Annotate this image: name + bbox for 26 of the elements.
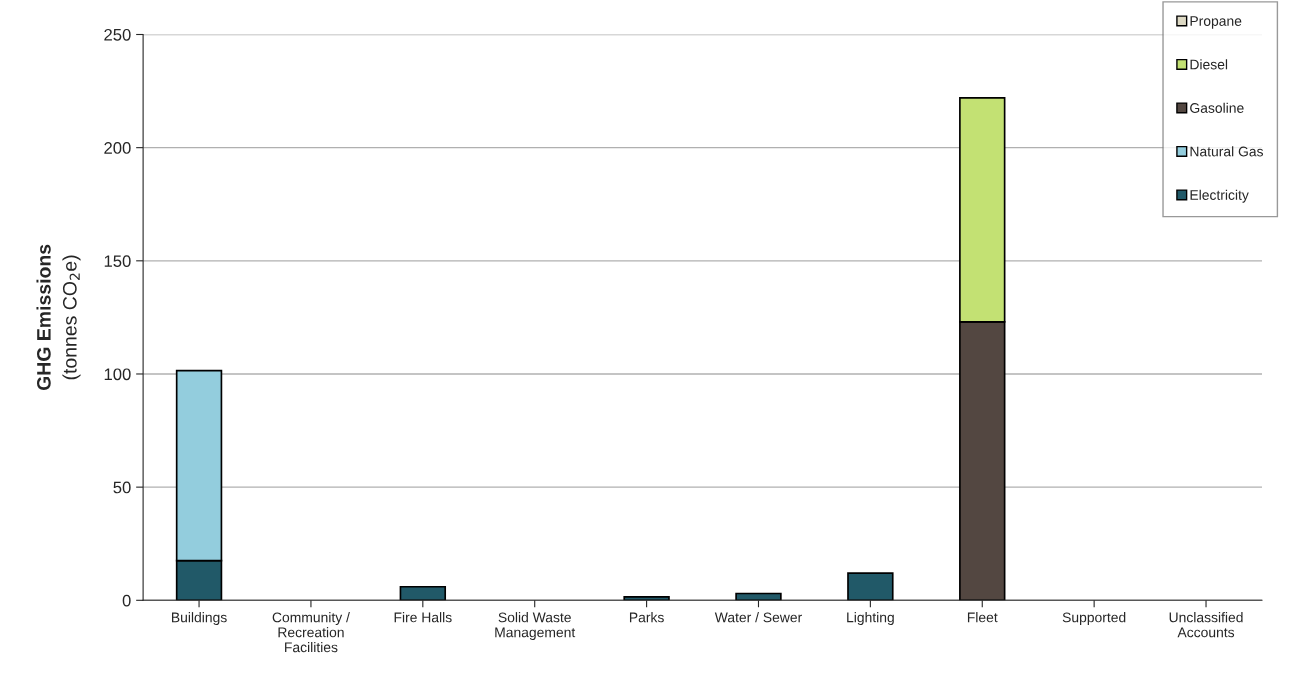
legend-label: Diesel — [1190, 59, 1228, 70]
y-tick-label: 0 — [122, 594, 131, 607]
y-tick-label: 50 — [113, 481, 131, 494]
legend-label: Propane — [1190, 16, 1242, 29]
bar — [623, 596, 670, 601]
y-tick-label: 200 — [104, 142, 131, 154]
y-axis-title: GHG Emissions (tonnes CO$_{2}$e) — [36, 244, 81, 391]
legend-label: Natural Gas — [1190, 146, 1264, 157]
x-tick-label: Fleet — [967, 612, 998, 623]
legend-label: Gasoline — [1190, 102, 1244, 113]
legend-label: Electricity — [1190, 189, 1249, 203]
x-tick-label: Community / Recreation Facilities — [272, 612, 350, 653]
bar — [735, 592, 782, 601]
x-tick-label: Unclassified Accounts — [1169, 612, 1243, 638]
x-tick-label: Water / Sewer — [714, 612, 802, 623]
y-tick-label: 100 — [104, 368, 131, 381]
x-tick-label: Lighting — [847, 612, 894, 626]
x-tick-label: Solid Waste Management — [495, 612, 576, 641]
y-tick-label: 150 — [104, 255, 131, 268]
y-tick-label: 250 — [104, 28, 131, 41]
bar — [399, 585, 447, 601]
x-tick-label: Fire Halls — [394, 612, 452, 623]
x-tick-label: Buildings — [172, 612, 227, 626]
x-tick-label: Supported — [1062, 612, 1126, 626]
x-tick-label: Parks — [629, 612, 664, 623]
bar — [847, 572, 894, 601]
